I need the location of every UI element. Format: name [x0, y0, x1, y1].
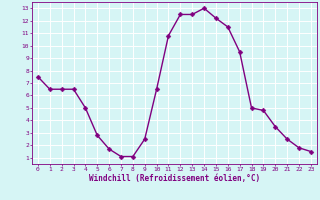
X-axis label: Windchill (Refroidissement éolien,°C): Windchill (Refroidissement éolien,°C)	[89, 174, 260, 183]
